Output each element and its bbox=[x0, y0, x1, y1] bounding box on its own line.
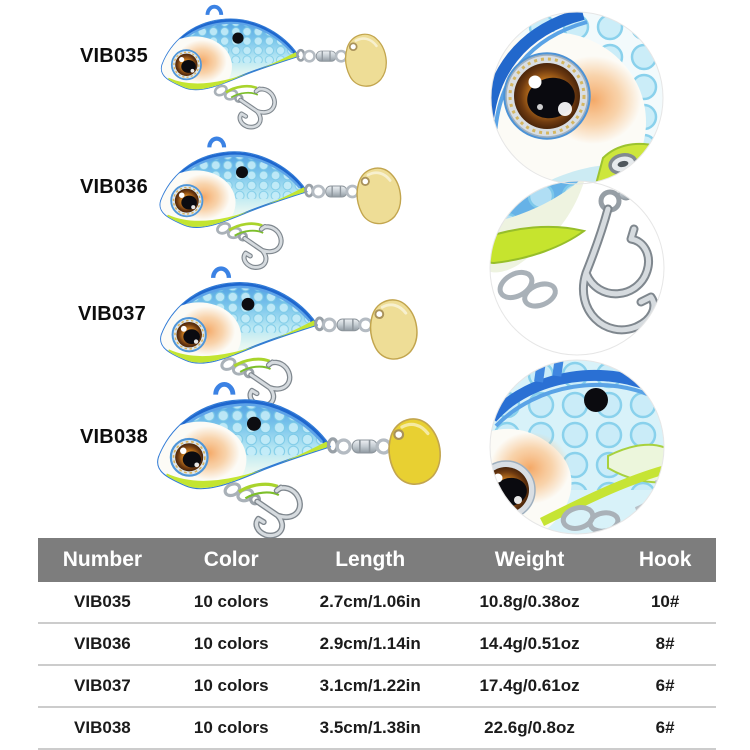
header-hook: Hook bbox=[638, 548, 692, 571]
header-length: Length bbox=[335, 548, 406, 571]
table-row-vib036: VIB036 10 colors 2.9cm/1.14in 14.4g/0.51… bbox=[38, 624, 716, 666]
cell-color: 10 colors bbox=[193, 718, 269, 737]
cell-number: VIB038 bbox=[74, 718, 131, 737]
cell-hook: 6# bbox=[655, 718, 675, 737]
table-row-vib038: VIB038 10 colors 3.5cm/1.38in 22.6g/0.8o… bbox=[38, 708, 716, 750]
cell-weight: 17.4g/0.61oz bbox=[479, 676, 580, 695]
treble-hook-closeup bbox=[490, 181, 664, 355]
cell-length: 2.7cm/1.06in bbox=[319, 592, 421, 611]
table-row-vib037: VIB037 10 colors 3.1cm/1.22in 17.4g/0.61… bbox=[38, 666, 716, 708]
cell-weight: 14.4g/0.51oz bbox=[479, 634, 580, 653]
cell-hook: 6# bbox=[655, 676, 675, 695]
body-scales-closeup bbox=[490, 360, 664, 534]
lure-image-vib037 bbox=[150, 269, 417, 406]
eye-closeup bbox=[503, 52, 591, 140]
lure-label-vib038: VIB038 bbox=[80, 426, 148, 448]
lure-label-vib035: VIB035 bbox=[80, 45, 148, 67]
header-number: Number bbox=[62, 548, 143, 571]
header-weight: Weight bbox=[494, 548, 565, 571]
cell-hook: 10# bbox=[650, 592, 680, 611]
cell-number: VIB036 bbox=[74, 634, 131, 653]
lure-image-vib036 bbox=[150, 139, 401, 268]
cell-weight: 22.6g/0.8oz bbox=[484, 718, 575, 737]
cell-number: VIB035 bbox=[74, 592, 131, 611]
product-illustration bbox=[0, 0, 665, 555]
header-color: Color bbox=[203, 548, 259, 571]
partial-eye-closeup bbox=[490, 460, 536, 520]
cell-color: 10 colors bbox=[193, 634, 269, 653]
cell-color: 10 colors bbox=[193, 676, 269, 695]
eye-detail-closeup bbox=[491, 12, 663, 184]
lure-label-vib037: VIB037 bbox=[78, 303, 146, 325]
table-row-vib035: VIB035 10 colors 2.7cm/1.06in 10.8g/0.38… bbox=[38, 582, 716, 624]
cell-number: VIB037 bbox=[74, 676, 131, 695]
cell-length: 3.5cm/1.38in bbox=[319, 718, 421, 737]
lure-label-vib036: VIB036 bbox=[80, 176, 148, 198]
spec-table-header: Number Color Length Weight Hook bbox=[38, 538, 716, 582]
cell-weight: 10.8g/0.38oz bbox=[479, 592, 580, 611]
lure-image-vib035 bbox=[152, 7, 386, 127]
cell-length: 2.9cm/1.14in bbox=[319, 634, 421, 653]
cell-length: 3.1cm/1.22in bbox=[319, 676, 421, 695]
cell-color: 10 colors bbox=[193, 592, 269, 611]
lure-image-vib038 bbox=[146, 384, 440, 535]
cell-hook: 8# bbox=[655, 634, 675, 653]
spec-table: Number Color Length Weight Hook VIB035 1… bbox=[38, 538, 716, 750]
